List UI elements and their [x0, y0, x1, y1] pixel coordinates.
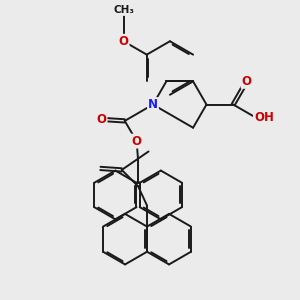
- Text: O: O: [118, 35, 129, 48]
- Text: OH: OH: [254, 111, 274, 124]
- Text: N: N: [148, 98, 158, 111]
- Text: O: O: [132, 135, 142, 148]
- Text: O: O: [242, 75, 252, 88]
- Text: CH₃: CH₃: [113, 5, 134, 15]
- Text: O: O: [97, 113, 106, 126]
